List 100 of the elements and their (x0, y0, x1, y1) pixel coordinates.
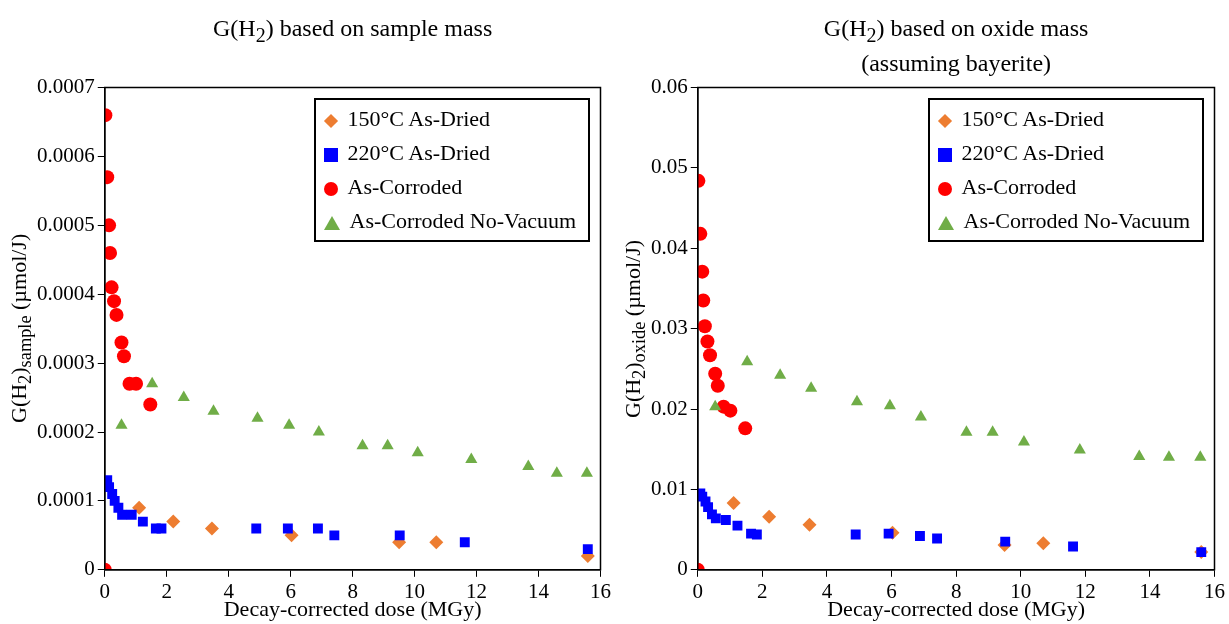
point (465, 452, 478, 464)
y-tick-label: 0.04 (651, 234, 689, 259)
point (710, 513, 721, 524)
point (697, 293, 711, 308)
point (723, 403, 738, 418)
x-tick-label: 4 (821, 578, 833, 603)
chart-subtitle: (assuming bayerite) (861, 49, 1052, 76)
point (850, 394, 864, 406)
point (703, 348, 718, 363)
legend-label: 150°C As-Dried (347, 105, 491, 131)
point (1000, 536, 1011, 547)
point (117, 509, 128, 520)
point (582, 544, 593, 555)
point (883, 398, 896, 410)
y-tick-label: 0.0004 (37, 280, 96, 305)
point (697, 319, 712, 334)
point (429, 535, 444, 550)
point (850, 529, 861, 540)
point (312, 523, 323, 534)
point (550, 466, 563, 477)
point (709, 399, 722, 411)
point (282, 523, 293, 534)
point (710, 378, 725, 393)
chart-title: G(H$_{2}$) based on oxide mass (823, 15, 1089, 46)
point (1162, 450, 1176, 461)
x-tick-label: 16 (1204, 578, 1225, 603)
point (107, 294, 122, 309)
point (1194, 450, 1207, 461)
legend-label: 220°C As-Dried (961, 139, 1105, 165)
point (986, 425, 999, 436)
point (1036, 536, 1051, 551)
point (960, 425, 973, 436)
point (204, 521, 219, 536)
point (312, 425, 325, 436)
x-tick-label: 10 (404, 578, 426, 603)
point (143, 397, 158, 412)
legend-label: 150°C As-Dried (961, 105, 1105, 131)
x-tick-label: 4 (223, 578, 235, 603)
point (146, 376, 159, 388)
point (132, 500, 147, 515)
point (114, 335, 129, 350)
y-tick-label: 0.03 (651, 315, 688, 340)
point (394, 530, 405, 541)
x-tick-label: 2 (161, 578, 172, 603)
point (741, 354, 754, 366)
point (726, 496, 741, 511)
chart-title: G(H$_{2}$) based on sample mass (212, 14, 494, 48)
y-tick-label: 0.0003 (37, 349, 95, 374)
point (166, 514, 181, 529)
legend-label: As-Corroded No-Vacuum (349, 207, 577, 233)
y-tick-label: 0.02 (651, 395, 688, 420)
point (708, 366, 723, 381)
point (1073, 443, 1086, 454)
y-tick-label: 0.0001 (37, 487, 95, 512)
point (914, 410, 927, 421)
x-tick-label: 16 (590, 578, 611, 603)
point (251, 411, 264, 422)
y-tick-label: 0 (84, 556, 95, 581)
x-tick-label: 2 (757, 578, 768, 603)
point (459, 537, 470, 548)
point (802, 517, 817, 532)
y-tick-label: 0.0007 (37, 74, 95, 99)
point (697, 264, 710, 279)
legend-label: As-Corroded No-Vacuum (963, 207, 1191, 233)
y-tick-label: 0.06 (651, 74, 688, 99)
point (283, 418, 296, 429)
point (116, 349, 131, 364)
point (932, 533, 943, 544)
point (177, 390, 190, 402)
point (720, 515, 731, 525)
point (700, 334, 715, 349)
point (104, 280, 119, 295)
point (411, 445, 424, 457)
point (915, 531, 925, 541)
y-tick-label: 0.0006 (37, 143, 95, 167)
point (251, 523, 262, 534)
x-tick-label: 14 (528, 578, 550, 603)
point (104, 245, 118, 260)
y-tick-label: 0.0002 (37, 418, 95, 443)
point (207, 404, 220, 415)
point (522, 459, 535, 470)
x-tick-label: 6 (886, 578, 897, 603)
point (329, 530, 340, 541)
point (762, 509, 777, 524)
x-tick-label: 6 (285, 578, 296, 603)
y-tick-label: 0.05 (651, 154, 688, 179)
point (115, 418, 128, 429)
point (109, 307, 124, 322)
point (738, 421, 753, 436)
point (137, 516, 148, 527)
point (1017, 435, 1031, 446)
point (1068, 541, 1078, 552)
y-tick-label: 0.0005 (37, 211, 95, 236)
x-tick-label: 8 (950, 578, 962, 603)
point (751, 529, 762, 540)
legend-label: As-Corroded (961, 173, 1077, 199)
x-tick-label: 8 (347, 578, 358, 603)
point (732, 520, 743, 531)
point (356, 438, 369, 450)
point (774, 368, 787, 379)
